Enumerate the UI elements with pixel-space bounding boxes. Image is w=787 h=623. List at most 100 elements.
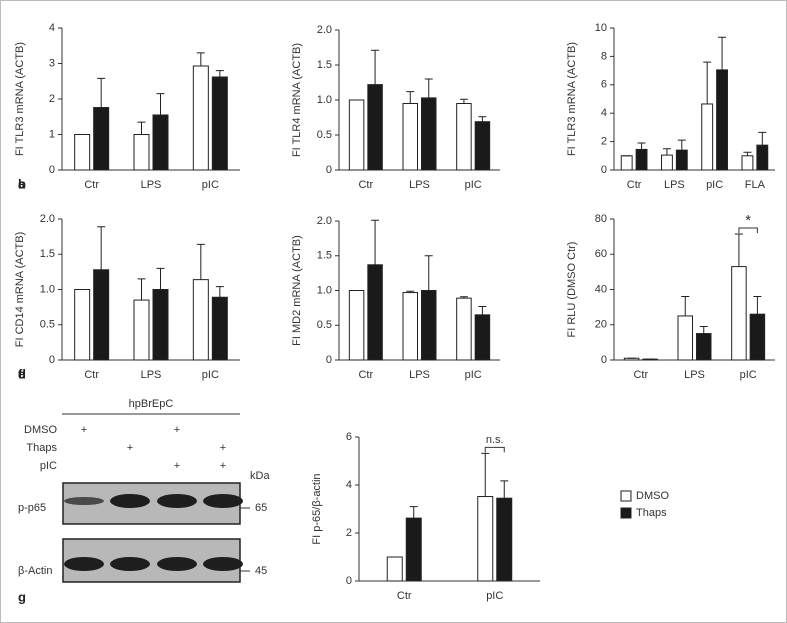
x-tick-label: Ctr [633, 369, 648, 381]
error-bar [478, 116, 487, 122]
bar [152, 114, 169, 171]
panel-letter: f [18, 366, 23, 381]
y-tick-label: 6 [346, 431, 352, 443]
bar [456, 297, 472, 361]
error-bar [743, 151, 752, 156]
x-tick-label: FLA [745, 179, 766, 191]
y-tick-label: 1 [49, 128, 55, 140]
error-bar [459, 98, 468, 104]
error-bar [637, 142, 646, 150]
y-tick-label: 0.5 [40, 319, 55, 331]
treatment-mark: + [220, 442, 226, 454]
error-bar [409, 506, 418, 519]
y-tick-label: 4 [49, 22, 55, 34]
bar [405, 517, 422, 582]
x-tick-label: pIC [202, 179, 219, 191]
y-axis-label: FI RLU (DMSO Ctr) [566, 242, 578, 338]
bar [386, 556, 403, 582]
kda-value: 45 [255, 565, 267, 577]
y-tick-label: 2.0 [40, 213, 55, 225]
treatment-mark: + [220, 460, 226, 472]
error-bar [703, 61, 712, 104]
y-tick-label: 10 [595, 22, 607, 34]
x-tick-label: LPS [141, 179, 162, 191]
error-bar [662, 148, 671, 156]
legend-label: DMSO [636, 490, 669, 502]
legend-swatch [620, 490, 632, 502]
bar [749, 313, 766, 361]
bar [620, 155, 633, 171]
blot-band [110, 494, 150, 508]
treatment-label: DMSO [24, 424, 57, 436]
error-bar [371, 219, 380, 265]
bar [74, 289, 91, 361]
y-axis-label: FI CD14 mRNA (ACTB) [14, 232, 26, 348]
x-tick-label: pIC [706, 179, 723, 191]
y-tick-label: 4 [346, 479, 352, 491]
y-tick-label: 2 [601, 136, 607, 148]
error-bar [137, 278, 146, 301]
bar [474, 121, 491, 171]
error-bar [215, 286, 224, 298]
y-tick-label: 1.0 [40, 283, 55, 295]
x-tick-label: LPS [141, 369, 162, 381]
y-tick-label: 0 [49, 164, 55, 176]
blot-band [203, 494, 243, 508]
blot-band [157, 494, 197, 508]
y-tick-label: 4 [601, 107, 607, 119]
treatment-mark: + [127, 442, 133, 454]
x-tick-label: Ctr [84, 179, 99, 191]
bar [152, 289, 169, 361]
error-bar [156, 93, 165, 115]
y-tick-label: 0.5 [317, 319, 332, 331]
treatment-mark: + [81, 424, 87, 436]
error-bar [371, 49, 380, 85]
bar [348, 99, 365, 171]
panel-letter: d [18, 366, 26, 381]
y-tick-label: 80 [595, 213, 607, 225]
bar [731, 266, 747, 361]
bar [133, 299, 150, 361]
bar [367, 84, 383, 171]
y-tick-label: 40 [595, 283, 607, 295]
bar [402, 103, 419, 171]
blot-band [64, 497, 104, 505]
x-tick-label: LPS [664, 179, 685, 191]
y-tick-label: 0 [326, 164, 332, 176]
bar [93, 269, 110, 361]
y-tick-label: 8 [601, 50, 607, 62]
error-bar [718, 36, 727, 70]
x-tick-label: Ctr [84, 369, 99, 381]
error-bar [424, 255, 433, 291]
bar [675, 149, 688, 171]
band-label: p-p65 [18, 502, 46, 514]
bar [421, 97, 437, 171]
bar [696, 333, 712, 361]
error-bar [481, 452, 490, 497]
bar [496, 497, 513, 582]
bar [701, 103, 714, 171]
legend-label: Thaps [636, 507, 667, 519]
bar [348, 290, 365, 361]
panel-letter: g [18, 589, 26, 604]
y-tick-label: 2 [49, 93, 55, 105]
x-tick-label: pIC [465, 369, 482, 381]
x-tick-label: Ctr [397, 590, 412, 602]
error-bar [758, 131, 767, 146]
y-axis-label: FI TLR3 mRNA (ACTB) [14, 42, 26, 156]
y-tick-label: 2 [346, 527, 352, 539]
bracket [484, 446, 505, 453]
treatment-label: pIC [40, 460, 57, 472]
y-axis-label: FI TLR3 mRNA (ACTB) [566, 42, 578, 156]
error-bar [97, 77, 106, 108]
error-bar [424, 78, 433, 98]
blot-band [110, 557, 150, 571]
bar [133, 134, 150, 171]
annotation: * [745, 212, 751, 229]
error-bar [478, 305, 487, 315]
error-bar [215, 70, 224, 77]
blot-band [203, 557, 243, 571]
y-tick-label: 2.0 [317, 215, 332, 227]
bar [716, 69, 728, 171]
